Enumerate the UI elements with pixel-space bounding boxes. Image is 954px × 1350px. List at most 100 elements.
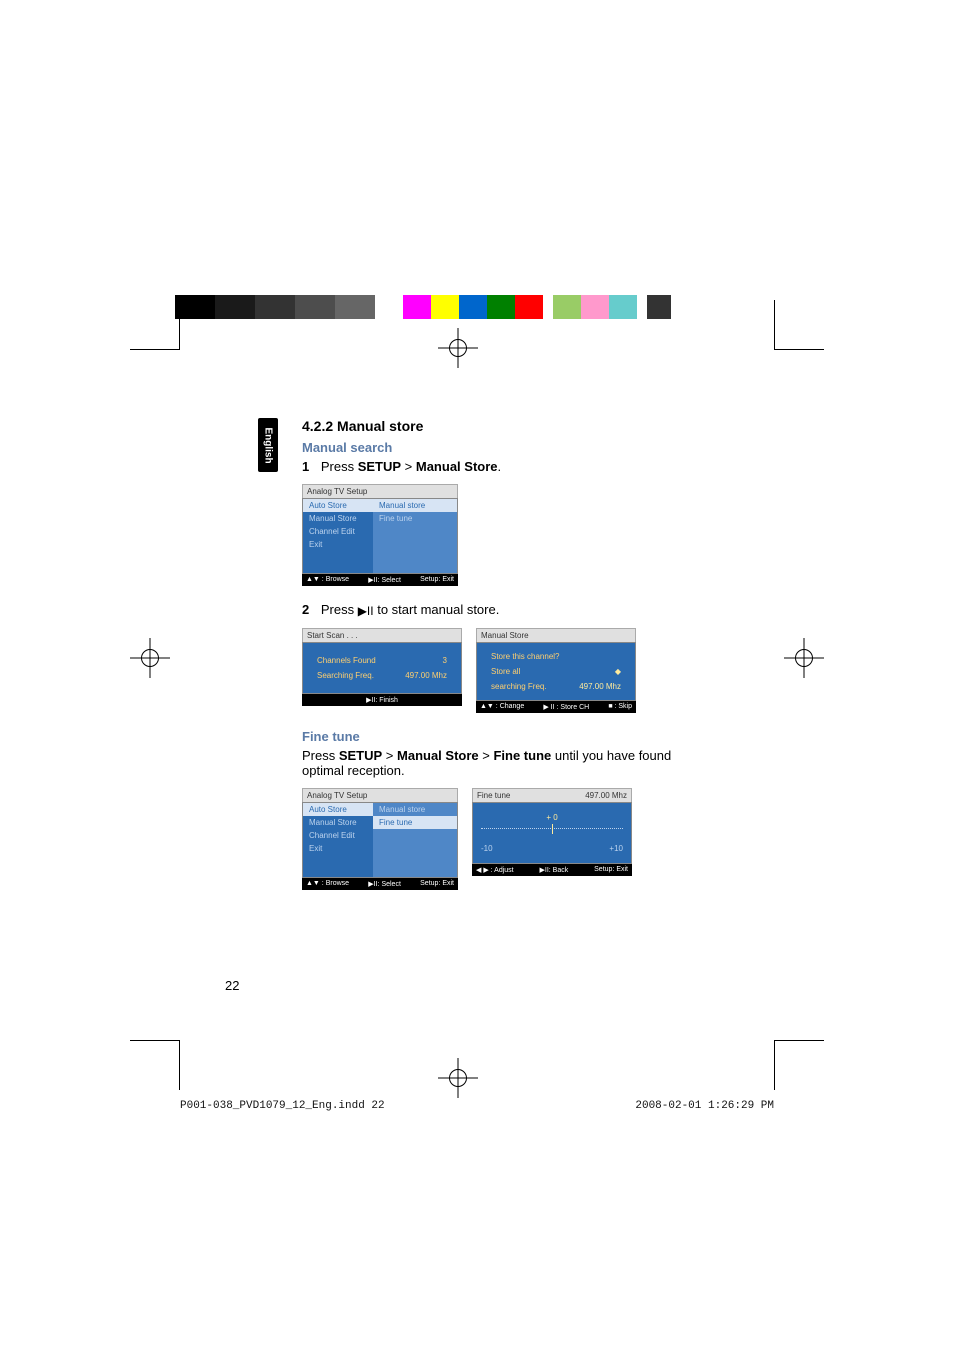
- colorbar-swatch: [543, 295, 553, 319]
- printer-colorbar: [175, 295, 779, 319]
- colorbar-swatch: [459, 295, 487, 319]
- osd-analog-tv-setup-2: Analog TV Setup Auto StoreManual StoreCh…: [302, 788, 458, 890]
- colorbar-swatch: [335, 295, 375, 319]
- osd-footer-hint: ▲▼ : Change: [480, 703, 524, 711]
- step-text: to start manual store.: [374, 602, 500, 617]
- colorbar-swatch: [403, 295, 431, 319]
- osd-menu-item: Auto Store: [303, 499, 373, 512]
- colorbar-swatch: [255, 295, 295, 319]
- osd-footer: ▲▼ : Browse ▶II: Select Setup: Exit: [302, 574, 458, 586]
- osd-row: Store this channel?: [477, 649, 635, 664]
- osd-menu-item: Channel Edit: [303, 829, 373, 842]
- osd-footer-hint: ▲▼ : Browse: [306, 576, 349, 584]
- play-pause-icon: ▶II: [358, 604, 374, 618]
- register-mark: [438, 1058, 478, 1098]
- step-text: .: [498, 459, 502, 474]
- step-keyword: Manual Store: [397, 748, 479, 763]
- osd-menu-item: Fine tune: [373, 512, 457, 525]
- osd-titlebar: Fine tune 497.00 Mhz: [472, 788, 632, 802]
- step-keyword: SETUP: [358, 459, 401, 474]
- page: English 4.2.2 Manual store Manual search…: [0, 0, 954, 1350]
- footer-filepath: P001-038_PVD1079_12_Eng.indd 22: [180, 1100, 385, 1112]
- colorbar-swatch: [295, 295, 335, 319]
- step-text: >: [382, 748, 397, 763]
- osd-menu-item: Manual Store: [303, 512, 373, 525]
- page-number: 22: [225, 978, 239, 993]
- step-number: 2: [302, 602, 309, 617]
- finetune-text: Press SETUP > Manual Store > Fine tune u…: [302, 748, 692, 778]
- colorbar-swatch: [375, 295, 403, 319]
- section-heading: 4.2.2 Manual store: [302, 418, 692, 434]
- osd-footer: ▲▼ : Browse ▶II: Select Setup: Exit: [302, 878, 458, 890]
- osd-footer-hint: Setup: Exit: [420, 880, 454, 888]
- colorbar-swatch: [515, 295, 543, 319]
- colorbar-swatch: [215, 295, 255, 319]
- step-text: Press: [321, 602, 358, 617]
- step-text: >: [479, 748, 494, 763]
- osd-menu-item: Manual store: [373, 499, 457, 512]
- osd-footer-hint: ■ : Skip: [608, 703, 632, 711]
- crop-mark: [774, 300, 824, 350]
- osd-footer-hint: ▶II: Select: [368, 880, 401, 888]
- osd-row: Store all◆: [477, 664, 635, 679]
- osd-start-scan: Start Scan . . . Channels Found3Searchin…: [302, 628, 462, 713]
- step-number: 1: [302, 459, 309, 474]
- osd-menu-item: Manual Store: [303, 816, 373, 829]
- step-2: 2 Press ▶II to start manual store.: [302, 602, 692, 618]
- osd-titlebar: Manual Store: [476, 628, 636, 642]
- colorbar-swatch: [431, 295, 459, 319]
- osd-menu-item: Exit: [303, 842, 373, 855]
- osd-row: Searching Freq.497.00 Mhz: [303, 668, 461, 683]
- register-mark: [784, 638, 824, 678]
- osd-row: searching Freq.497.00 Mhz: [477, 679, 635, 694]
- step-text: Press: [321, 459, 358, 474]
- crop-mark: [774, 1040, 824, 1090]
- colorbar-swatch: [609, 295, 637, 319]
- colorbar-swatch: [647, 295, 671, 319]
- step-keyword: SETUP: [339, 748, 382, 763]
- osd-footer-hint: ▶II: Select: [368, 576, 401, 584]
- finetune-right-end: +10: [609, 844, 623, 853]
- osd-footer: ◀ ▶ : Adjust ▶II: Back Setup: Exit: [472, 864, 632, 876]
- crop-mark: [130, 1040, 180, 1090]
- osd-footer: ▲▼ : Change ▶ II : Store CH ■ : Skip: [476, 701, 636, 713]
- colorbar-swatch: [637, 295, 647, 319]
- osd-menu-item: Exit: [303, 538, 373, 551]
- osd-freq-label: 497.00 Mhz: [585, 791, 627, 800]
- osd-footer-hint: ▶ II : Store CH: [543, 703, 589, 711]
- osd-menu-item: Channel Edit: [303, 525, 373, 538]
- subheading-manual-search: Manual search: [302, 440, 692, 455]
- crop-mark: [130, 300, 180, 350]
- osd-fine-tune: Fine tune 497.00 Mhz + 0 -10 +10 ◀ ▶ : A…: [472, 788, 632, 890]
- register-mark: [438, 328, 478, 368]
- step-text: >: [401, 459, 416, 474]
- step-keyword: Fine tune: [493, 748, 551, 763]
- colorbar-swatch: [487, 295, 515, 319]
- osd-analog-tv-setup: Analog TV Setup Auto StoreManual StoreCh…: [302, 484, 458, 586]
- finetune-position: + 0: [481, 813, 623, 822]
- osd-manual-store-result: Manual Store Store this channel?Store al…: [476, 628, 636, 713]
- osd-footer-hint: Setup: Exit: [420, 576, 454, 584]
- osd-menu-item: Manual store: [373, 803, 457, 816]
- footer-timestamp: 2008-02-01 1:26:29 PM: [635, 1100, 774, 1112]
- osd-footer-hint: Setup: Exit: [594, 866, 628, 874]
- osd-footer-hint: ▶II: Back: [540, 866, 569, 874]
- finetune-left-end: -10: [481, 844, 493, 853]
- content-area: 4.2.2 Manual store Manual search 1 Press…: [258, 418, 718, 906]
- step-text: Press: [302, 748, 339, 763]
- osd-menu-item: Auto Store: [303, 803, 373, 816]
- subheading-fine-tune: Fine tune: [302, 729, 692, 744]
- colorbar-swatch: [175, 295, 215, 319]
- osd-footer-hint: ▲▼ : Browse: [306, 880, 349, 888]
- osd-footer: ▶II: Finish: [302, 694, 462, 706]
- osd-titlebar: Analog TV Setup: [302, 788, 458, 802]
- osd-footer-hint: ◀ ▶ : Adjust: [476, 866, 514, 874]
- osd-row: Channels Found3: [303, 653, 461, 668]
- osd-titlebar: Analog TV Setup: [302, 484, 458, 498]
- step-1: 1 Press SETUP > Manual Store.: [302, 459, 692, 474]
- colorbar-swatch: [581, 295, 609, 319]
- osd-title-label: Fine tune: [477, 791, 510, 800]
- finetune-scale: [481, 828, 623, 838]
- osd-menu-item: Fine tune: [373, 816, 457, 829]
- osd-titlebar: Start Scan . . .: [302, 628, 462, 642]
